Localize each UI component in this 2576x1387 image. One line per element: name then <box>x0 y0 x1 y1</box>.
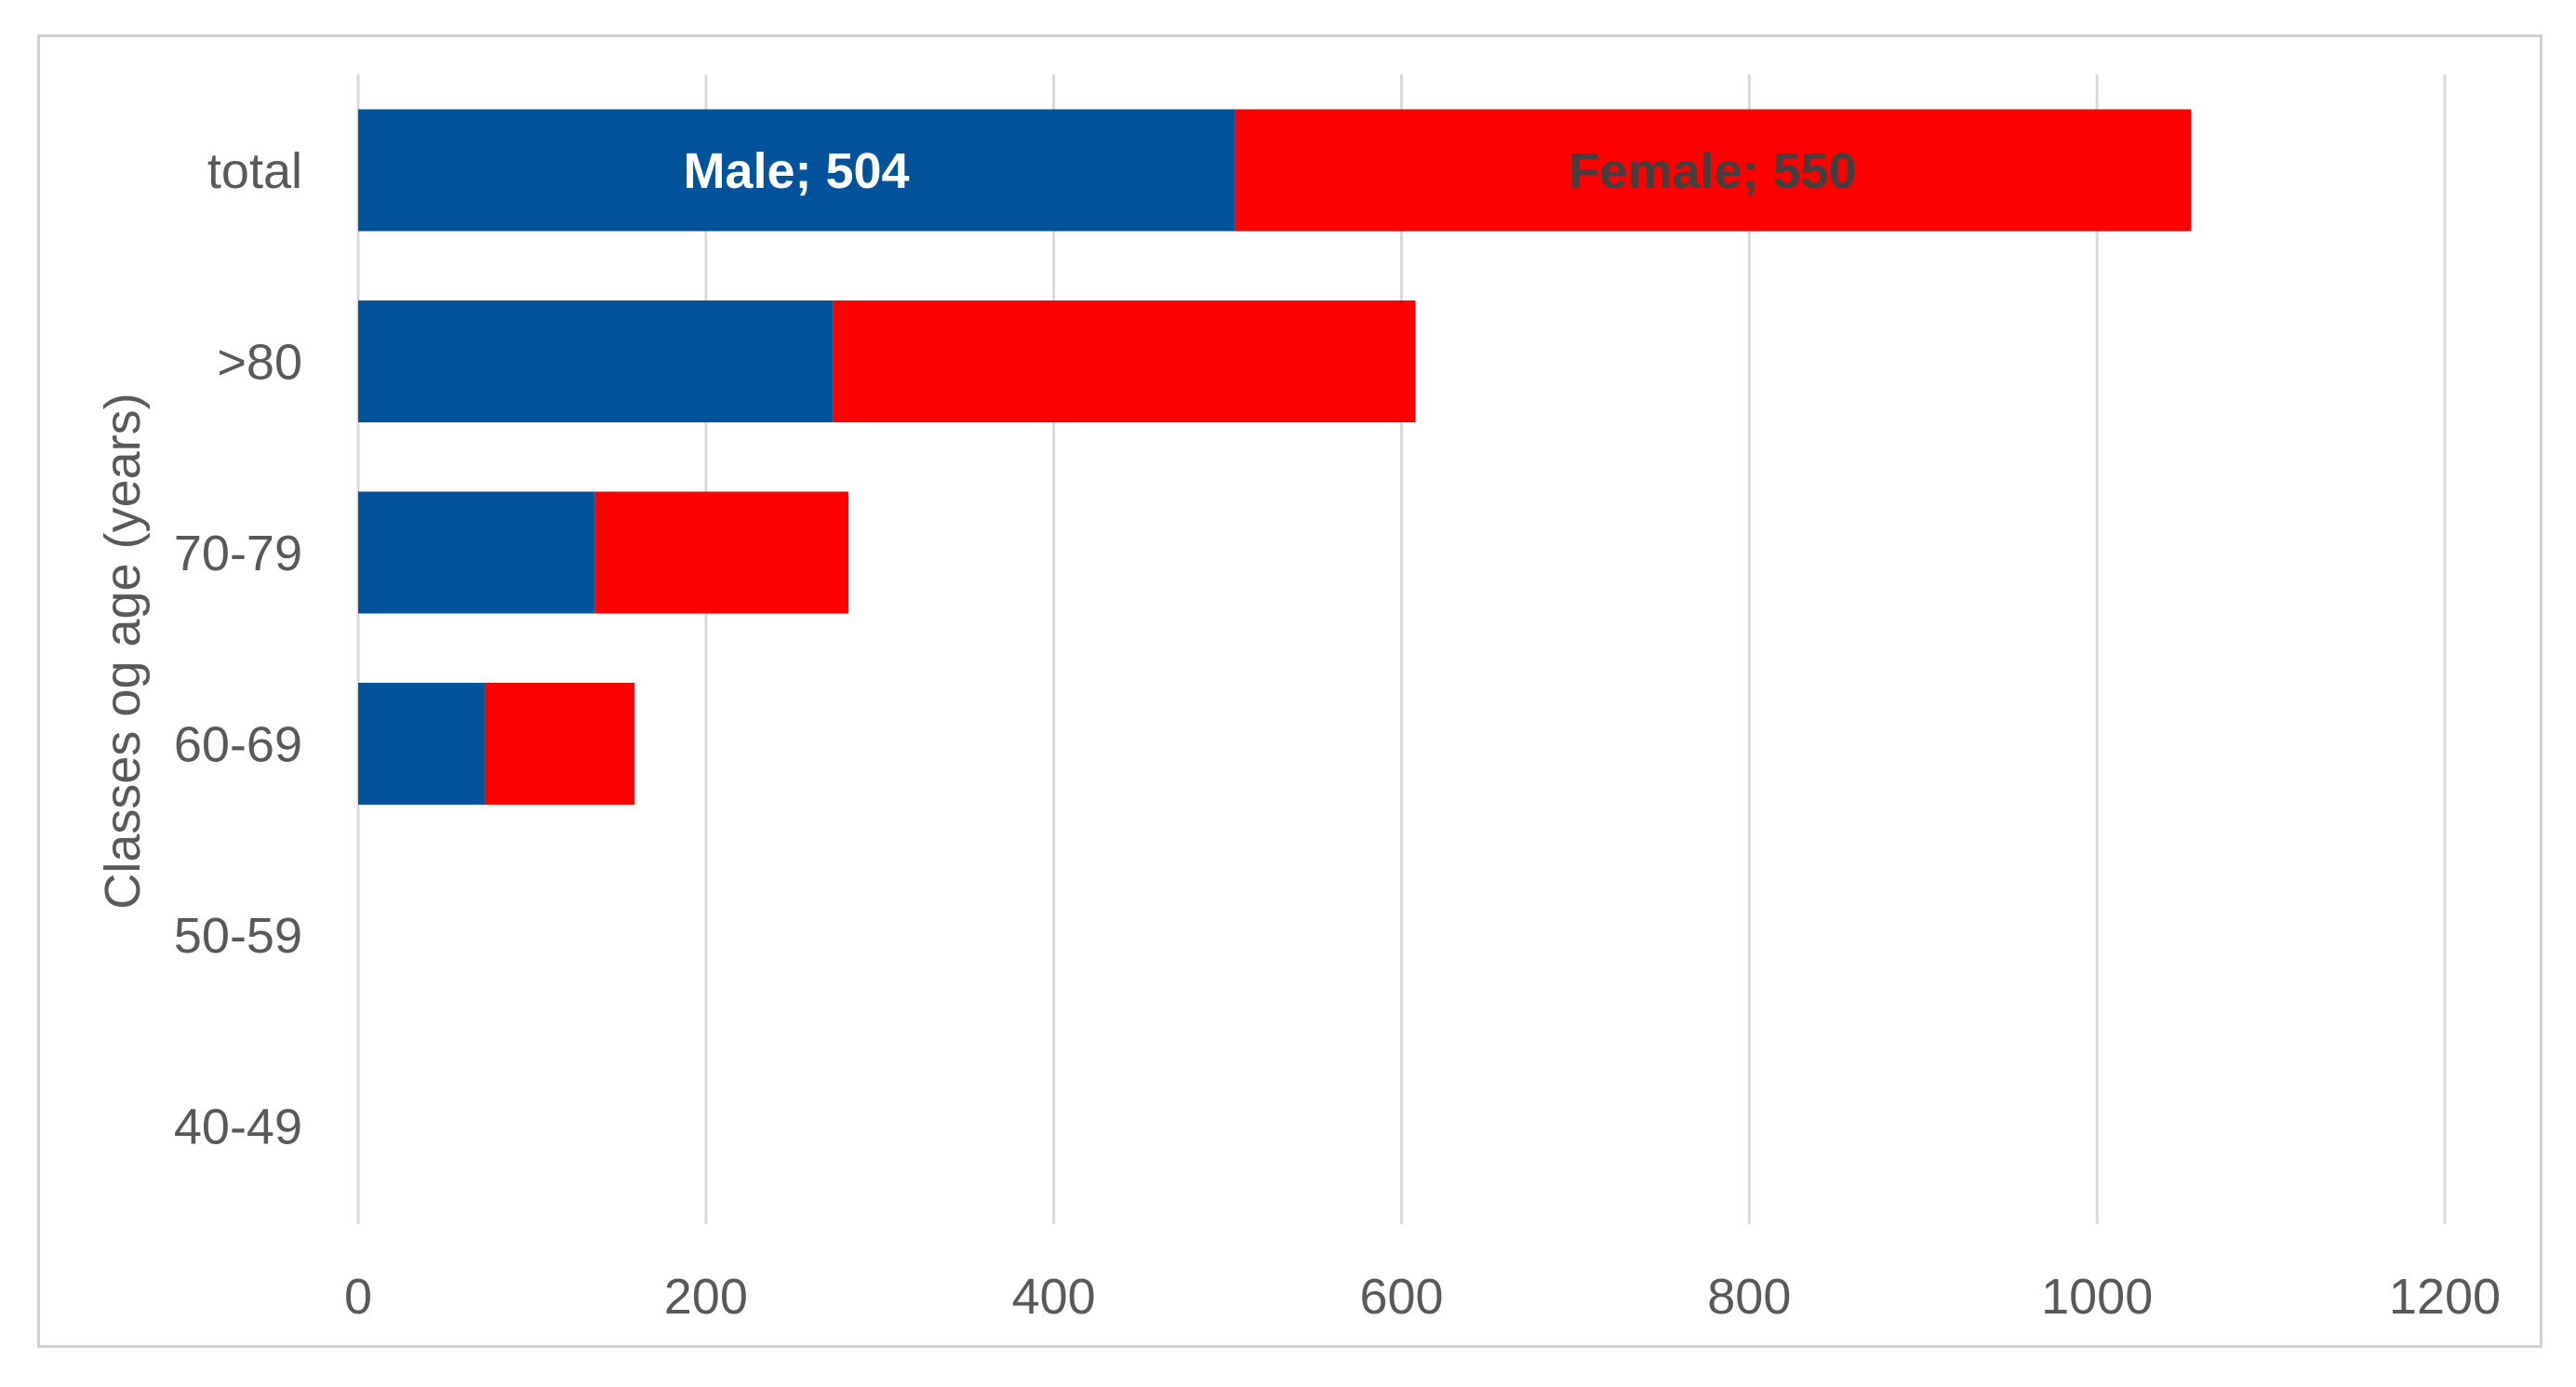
bars <box>358 109 2192 805</box>
bar-female-gt80 <box>833 300 1416 422</box>
x-axis-ticks: 0 200 400 600 800 1000 1200 <box>344 1269 2501 1325</box>
x-tick-label-3: 600 <box>1359 1269 1443 1325</box>
x-tick-label-1: 200 <box>664 1269 748 1325</box>
data-labels: Male; 504 Female; 550 <box>683 143 1856 199</box>
bar-female-total <box>1235 109 2192 232</box>
y-axis-title: Classes og age (years) <box>95 393 151 909</box>
x-tick-label-2: 400 <box>1012 1269 1096 1325</box>
y-tick-label-70-79: 70-79 <box>174 526 302 581</box>
bar-male-total <box>358 109 1235 232</box>
bar-male-70-79 <box>358 491 595 614</box>
x-tick-label-6: 1200 <box>2389 1269 2501 1325</box>
bar-male-60-69 <box>358 683 486 805</box>
x-tick-label-4: 800 <box>1707 1269 1791 1325</box>
bar-female-70-79 <box>594 491 849 614</box>
bar-male-gt80 <box>358 300 834 422</box>
data-label-female-total: Female; 550 <box>1568 143 1856 199</box>
y-tick-label-gt80: >80 <box>217 335 302 391</box>
y-tick-label-total: total <box>207 143 302 199</box>
y-tick-label-40-49: 40-49 <box>174 1100 302 1155</box>
gridlines <box>356 74 2447 1224</box>
y-tick-label-60-69: 60-69 <box>174 717 302 773</box>
x-tick-label-5: 1000 <box>2041 1269 2153 1325</box>
data-label-male-total: Male; 504 <box>683 143 909 199</box>
y-axis-ticks: total >80 70-79 60-69 50-59 40-49 <box>174 143 302 1155</box>
bar-female-60-69 <box>485 683 635 805</box>
x-tick-label-0: 0 <box>344 1269 372 1325</box>
y-tick-label-50-59: 50-59 <box>174 908 302 964</box>
